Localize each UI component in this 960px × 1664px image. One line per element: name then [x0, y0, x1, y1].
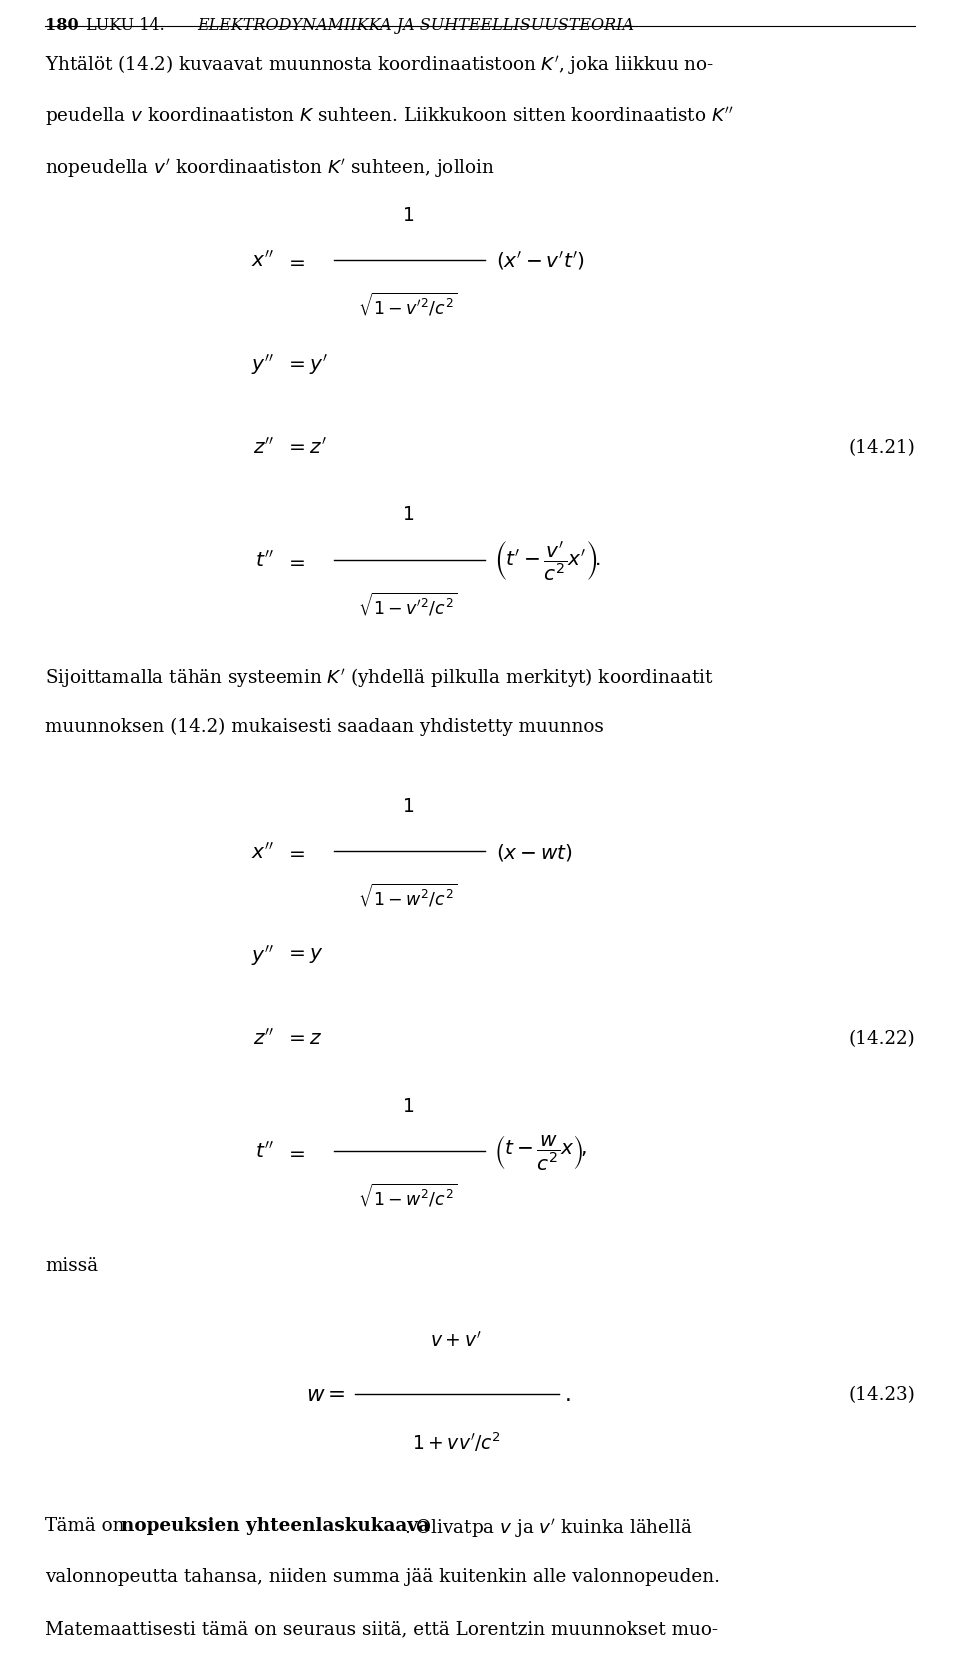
Text: ELEKTRODYNAMIIKKA JA SUHTEELLISUUSTEORIA: ELEKTRODYNAMIIKKA JA SUHTEELLISUUSTEORIA [197, 17, 634, 33]
Text: $=$: $=$ [285, 842, 306, 862]
Text: $\sqrt{1-w^2/c^2}$: $\sqrt{1-w^2/c^2}$ [358, 882, 458, 909]
Text: $= z'$: $= z'$ [285, 438, 327, 458]
Text: $x''$: $x''$ [251, 251, 274, 271]
Text: $t''$: $t''$ [254, 551, 274, 571]
Text: $= z$: $= z$ [285, 1028, 323, 1048]
Text: missä: missä [45, 1256, 98, 1275]
Text: valonnopeutta tahansa, niiden summa jää kuitenkin alle valonnopeuden.: valonnopeutta tahansa, niiden summa jää … [45, 1567, 720, 1586]
Text: $1 + vv'/c^2$: $1 + vv'/c^2$ [412, 1429, 500, 1453]
Text: (14.21): (14.21) [848, 439, 915, 456]
Text: 180: 180 [45, 17, 79, 33]
Text: Sijoittamalla tähän systeemin $K'$ (yhdellä pilkulla merkityt) koordinaatit: Sijoittamalla tähän systeemin $K'$ (yhde… [45, 666, 714, 689]
Text: . Olivatpa $v$ ja $v'$ kuinka lähellä: . Olivatpa $v$ ja $v'$ kuinka lähellä [404, 1516, 693, 1539]
Text: nopeuksien yhteenlaskukaava: nopeuksien yhteenlaskukaava [121, 1516, 430, 1534]
Text: $v + v'$: $v + v'$ [430, 1330, 482, 1350]
Text: (14.22): (14.22) [848, 1030, 915, 1047]
Text: $y''$: $y''$ [251, 353, 274, 376]
Text: (14.23): (14.23) [848, 1386, 915, 1403]
Text: muunnoksen (14.2) mukaisesti saadaan yhdistetty muunnos: muunnoksen (14.2) mukaisesti saadaan yhd… [45, 717, 604, 735]
Text: nopeudella $v'$ koordinaatiston $K'$ suhteen, jolloin: nopeudella $v'$ koordinaatiston $K'$ suh… [45, 156, 495, 180]
Text: $.$: $.$ [564, 1383, 570, 1406]
Text: $z''$: $z''$ [252, 438, 274, 458]
Text: LUKU 14.: LUKU 14. [86, 17, 165, 33]
Text: $= y$: $= y$ [285, 945, 324, 965]
Text: Tämä on: Tämä on [45, 1516, 131, 1534]
Text: $= y'$: $= y'$ [285, 353, 328, 376]
Text: $\!\left(t' - \dfrac{v'}{c^2}x'\right)\!.$: $\!\left(t' - \dfrac{v'}{c^2}x'\right)\!… [496, 539, 601, 582]
Text: $x''$: $x''$ [251, 842, 274, 862]
Text: $=$: $=$ [285, 1142, 306, 1161]
Text: $y''$: $y''$ [251, 943, 274, 967]
Text: $1$: $1$ [402, 1097, 414, 1115]
Text: Matemaattisesti tämä on seuraus siitä, että Lorentzin muunnokset muo-: Matemaattisesti tämä on seuraus siitä, e… [45, 1619, 718, 1637]
Text: $=$: $=$ [285, 551, 306, 571]
Text: $\sqrt{1-v'^2/c^2}$: $\sqrt{1-v'^2/c^2}$ [358, 291, 458, 318]
Text: peudella $v$ koordinaatiston $K$ suhteen. Liikkukoon sitten koordinaatisto $K''$: peudella $v$ koordinaatiston $K$ suhteen… [45, 105, 733, 128]
Text: $=$: $=$ [285, 251, 306, 271]
Text: $\sqrt{1-w^2/c^2}$: $\sqrt{1-w^2/c^2}$ [358, 1181, 458, 1208]
Text: $\!\left(t - \dfrac{w}{c^2}x\right)\!,$: $\!\left(t - \dfrac{w}{c^2}x\right)\!,$ [496, 1132, 588, 1171]
Text: $1$: $1$ [402, 506, 414, 524]
Text: $t''$: $t''$ [254, 1142, 274, 1161]
Text: $(x - wt)$: $(x - wt)$ [496, 842, 573, 862]
Text: $\sqrt{1-v'^2/c^2}$: $\sqrt{1-v'^2/c^2}$ [358, 591, 458, 617]
Text: Yhtälöt (14.2) kuvaavat muunnosta koordinaatistoon $K'$, joka liikkuu no-: Yhtälöt (14.2) kuvaavat muunnosta koordi… [45, 53, 714, 77]
Text: $1$: $1$ [402, 206, 414, 225]
Text: $1$: $1$ [402, 797, 414, 815]
Text: $(x' - v't')$: $(x' - v't')$ [496, 250, 586, 273]
Text: $w =$: $w =$ [306, 1383, 346, 1406]
Text: $z''$: $z''$ [252, 1028, 274, 1048]
